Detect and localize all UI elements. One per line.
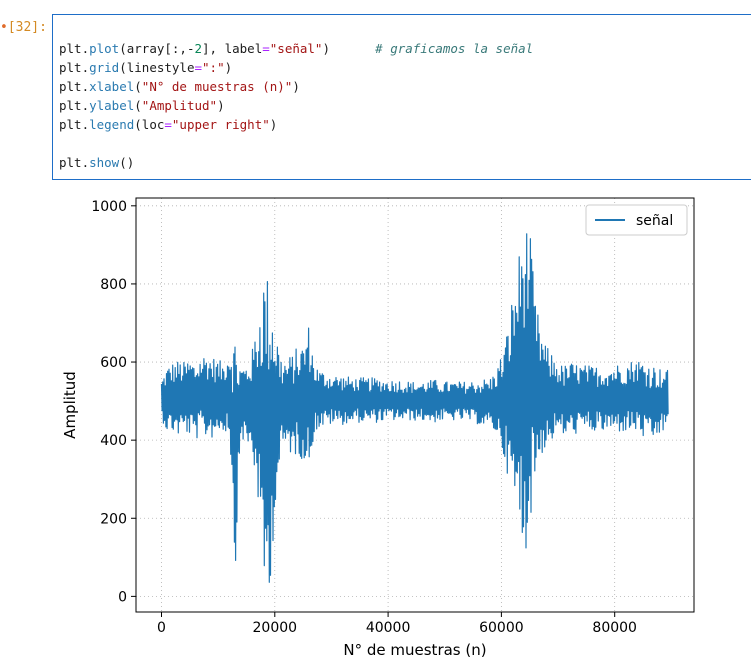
code-line-3: plt.xlabel("N° de muestras (n)") xyxy=(59,77,533,96)
code-token-string: ":" xyxy=(202,60,225,75)
code-line-5: plt.legend(loc="upper right") xyxy=(59,115,533,134)
y-tick-label: 200 xyxy=(100,511,127,527)
code-token-function: plot xyxy=(89,41,120,56)
y-tick-label: 600 xyxy=(100,355,127,371)
code-token: ], label xyxy=(202,41,263,56)
code-token: (array[:,- xyxy=(119,41,195,56)
code-token-operator: = xyxy=(194,60,203,75)
code-token-function: ylabel xyxy=(89,98,135,113)
code-token-operator: = xyxy=(262,41,270,56)
x-tick-label: 60000 xyxy=(479,620,524,636)
cell-prompt: •[32]: xyxy=(0,20,47,35)
code-token: ) xyxy=(217,98,225,113)
code-token: plt. xyxy=(59,98,90,113)
code-token: ) xyxy=(322,41,330,56)
chart-ticks: 0 20000 40000 60000 80000 0 200 400 600 800 1000 xyxy=(91,199,637,636)
x-tick-label: 20000 xyxy=(253,620,298,636)
y-axis-label: Amplitud xyxy=(61,371,79,439)
code-token: plt. xyxy=(59,41,90,56)
code-token-number: 2 xyxy=(194,41,203,56)
code-token: ) xyxy=(224,60,233,75)
code-token: (loc xyxy=(134,117,165,132)
code-token-comment: # graficamos la señal xyxy=(375,41,534,56)
code-token: () xyxy=(119,155,135,170)
code-token: plt. xyxy=(59,155,90,170)
series-line-senal xyxy=(160,233,669,583)
code-token-string: "N° de muestras (n)" xyxy=(141,79,293,94)
chart-output: 0 20000 40000 60000 80000 0 200 400 600 800 1000 N… xyxy=(61,197,695,659)
modified-dot-icon: • xyxy=(0,20,8,35)
x-axis-label: N° de muestras (n) xyxy=(343,641,486,659)
code-cell[interactable]: plt.plot(array[:,-2], label="señal") # g… xyxy=(52,14,751,180)
code-line-6: plt.show() xyxy=(59,153,533,172)
code-line-2: plt.grid(linestyle=":") xyxy=(59,58,533,77)
code-editor[interactable]: plt.plot(array[:,-2], label="señal") # g… xyxy=(59,39,533,172)
y-tick-label: 400 xyxy=(100,433,127,449)
chart-legend: señal xyxy=(585,204,688,236)
code-token-string: "upper right" xyxy=(171,117,270,132)
code-token-function: show xyxy=(89,155,120,170)
code-token-string: "señal" xyxy=(269,41,323,56)
code-line-blank xyxy=(59,134,533,153)
plot-frame xyxy=(135,197,695,613)
x-tick-label: 40000 xyxy=(366,620,411,636)
code-token: plt. xyxy=(59,117,90,132)
code-token: ( xyxy=(134,98,142,113)
legend-label-senal: señal xyxy=(636,213,673,229)
code-line-1: plt.plot(array[:,-2], label="señal") # g… xyxy=(59,39,533,58)
code-token-function: xlabel xyxy=(89,79,135,94)
execution-count: [32]: xyxy=(7,20,47,35)
code-line-4: plt.ylabel("Amplitud") xyxy=(59,96,533,115)
chart-grid xyxy=(136,198,694,612)
code-token: ) xyxy=(292,79,300,94)
code-token: plt. xyxy=(59,79,90,94)
code-token-function: legend xyxy=(89,117,135,132)
code-token: plt. xyxy=(59,60,90,75)
y-tick-label: 1000 xyxy=(91,199,127,215)
code-token-operator: = xyxy=(164,117,172,132)
y-tick-label: 800 xyxy=(100,277,127,293)
code-token-function: grid xyxy=(89,60,120,75)
y-tick-label: 0 xyxy=(118,589,127,605)
code-token: ( xyxy=(134,79,142,94)
chart-series xyxy=(160,233,669,583)
code-token: ) xyxy=(269,117,278,132)
code-token-string: "Amplitud" xyxy=(141,98,218,113)
x-tick-label: 80000 xyxy=(592,620,637,636)
legend-box xyxy=(585,204,688,236)
code-token: (linestyle xyxy=(119,60,195,75)
x-tick-label: 0 xyxy=(157,620,166,636)
